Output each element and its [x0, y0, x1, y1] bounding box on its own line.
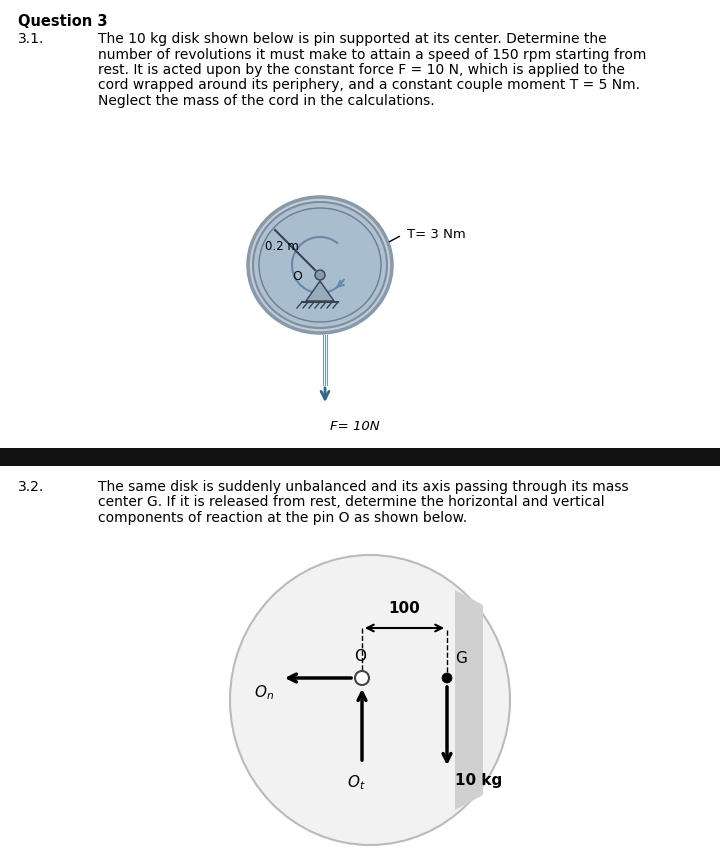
- Text: 100: 100: [389, 601, 420, 616]
- Text: 3.1.: 3.1.: [18, 32, 45, 46]
- Polygon shape: [455, 590, 483, 810]
- Ellipse shape: [248, 197, 392, 333]
- Text: rest. It is acted upon by the constant force F = 10 N, which is applied to the: rest. It is acted upon by the constant f…: [98, 63, 625, 77]
- Text: 0.2 m: 0.2 m: [265, 240, 299, 253]
- Text: F= 10N: F= 10N: [330, 420, 379, 433]
- Ellipse shape: [230, 555, 510, 845]
- Text: 10 kg: 10 kg: [455, 773, 503, 788]
- Text: O: O: [292, 270, 302, 283]
- Polygon shape: [306, 281, 334, 301]
- Text: T= 3 Nm: T= 3 Nm: [407, 228, 466, 242]
- Text: $O_t$: $O_t$: [347, 773, 365, 791]
- Text: cord wrapped around its periphery, and a constant couple moment T = 5 Nm.: cord wrapped around its periphery, and a…: [98, 79, 640, 92]
- Text: O: O: [354, 649, 366, 664]
- Text: Question 3: Question 3: [18, 14, 107, 29]
- Circle shape: [315, 270, 325, 280]
- Text: components of reaction at the pin O as shown below.: components of reaction at the pin O as s…: [98, 511, 467, 525]
- Ellipse shape: [259, 208, 381, 322]
- Circle shape: [355, 671, 369, 685]
- Text: number of revolutions it must make to attain a speed of 150 rpm starting from: number of revolutions it must make to at…: [98, 48, 647, 61]
- Bar: [0, 448, 720, 466]
- Text: Neglect the mass of the cord in the calculations.: Neglect the mass of the cord in the calc…: [98, 94, 435, 108]
- Text: $O_n$: $O_n$: [254, 683, 274, 702]
- Text: G: G: [455, 651, 467, 666]
- Text: center G. If it is released from rest, determine the horizontal and vertical: center G. If it is released from rest, d…: [98, 495, 605, 510]
- Text: 3.2.: 3.2.: [18, 480, 44, 494]
- Circle shape: [442, 673, 452, 683]
- Text: The 10 kg disk shown below is pin supported at its center. Determine the: The 10 kg disk shown below is pin suppor…: [98, 32, 607, 46]
- Text: The same disk is suddenly unbalanced and its axis passing through its mass: The same disk is suddenly unbalanced and…: [98, 480, 629, 494]
- Ellipse shape: [253, 202, 387, 328]
